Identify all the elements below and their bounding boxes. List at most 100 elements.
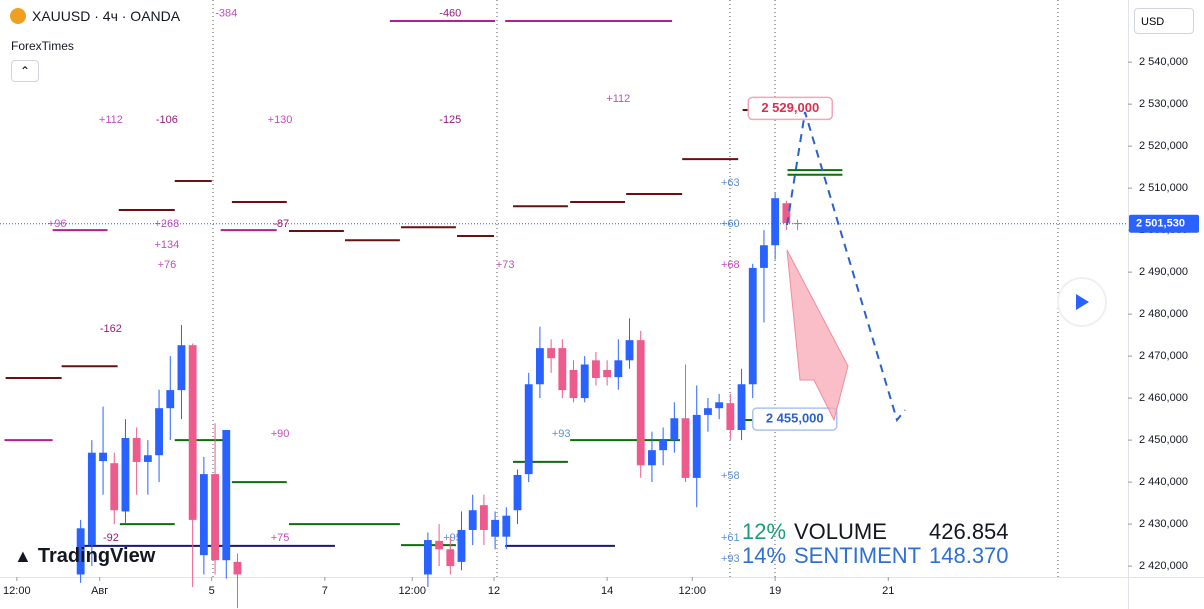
- candle-body: [166, 390, 175, 409]
- candle-body: [468, 510, 477, 530]
- candle-body: [155, 408, 163, 456]
- candle-body: [177, 345, 186, 391]
- currency-button[interactable]: USD: [1134, 8, 1194, 34]
- candle-body: [132, 437, 141, 462]
- candle-body: [670, 418, 679, 441]
- play-icon[interactable]: [1076, 294, 1089, 310]
- plot-layer: +112 -106 +130 -125+112+96 +268 -87+134+76-16…: [0, 7, 1128, 609]
- y-tick-label: 2 480,000: [1139, 308, 1188, 320]
- logo-mark: ▲: [14, 546, 32, 566]
- y-tick-label: 2 430,000: [1139, 518, 1188, 530]
- candle-body: [524, 384, 533, 475]
- candle-body: [659, 440, 668, 451]
- x-tick-label: Авг: [91, 585, 108, 597]
- candle-body: [110, 463, 119, 511]
- candle-body: [625, 340, 634, 361]
- candle-body: [737, 384, 746, 431]
- candle-body: [199, 474, 208, 556]
- level-label: -460: [439, 7, 461, 19]
- candle-body: [491, 519, 500, 537]
- candle-body: [121, 437, 130, 512]
- x-tick-label: 21: [882, 585, 894, 597]
- price-label: 2 529,000: [761, 100, 819, 115]
- level-label: -87: [273, 218, 289, 230]
- y-tick-label: 2 510,000: [1139, 182, 1188, 194]
- candle-body: [793, 222, 802, 224]
- level-label: +68: [721, 259, 740, 271]
- price-label-box: [747, 96, 834, 121]
- candle-body: [580, 364, 589, 399]
- x-tick-label: 19: [769, 585, 781, 597]
- candle-body: [692, 414, 701, 478]
- candle-body: [603, 369, 612, 378]
- level-label: -92: [103, 532, 119, 544]
- candle-body: [423, 540, 432, 575]
- collapse-button[interactable]: ⌃: [11, 60, 39, 82]
- level-label: -162: [100, 323, 122, 335]
- level-label: +134: [155, 239, 180, 251]
- candle-body: [771, 198, 780, 246]
- stat-row: 14% SENTIMENT 148.370: [742, 543, 1009, 569]
- candle-body: [513, 474, 522, 511]
- y-tick-label: 2 470,000: [1139, 350, 1188, 362]
- projection-arrow: [786, 249, 849, 422]
- author: ForexTimes: [11, 39, 74, 53]
- candle-body: [222, 430, 231, 561]
- level-label: +58: [721, 470, 740, 482]
- stat-name: VOLUME: [794, 519, 887, 544]
- candle-body: [233, 561, 242, 575]
- x-tick-label: 12:00: [678, 585, 706, 597]
- x-tick-label: 7: [322, 585, 328, 597]
- level-label: +73: [496, 259, 515, 271]
- candle-body: [592, 360, 600, 378]
- candle-body: [535, 348, 544, 385]
- candle-body: [782, 203, 791, 223]
- candle-body: [457, 529, 466, 562]
- last-price-label: 2 501,530: [1136, 218, 1185, 230]
- stat-row: 12% VOLUME 426.854: [742, 519, 1009, 545]
- y-tick-label: 2 440,000: [1139, 476, 1188, 488]
- candle-body: [479, 505, 488, 530]
- level-label: +268: [155, 218, 180, 230]
- candle-body: [614, 360, 623, 378]
- x-tick-label: 12:00: [398, 585, 426, 597]
- candle-body: [748, 267, 757, 385]
- level-label: +93: [552, 428, 571, 440]
- x-tick-label: 14: [601, 585, 613, 597]
- candle-body: [558, 348, 567, 391]
- stat-value: 426.854: [929, 519, 1009, 544]
- candle-body: [569, 369, 578, 399]
- symbol-row: XAUUSD · 4ч · OANDA: [10, 8, 180, 24]
- price-label-box: [751, 407, 838, 431]
- candle-body: [143, 455, 152, 462]
- last-price-tag: [1129, 214, 1199, 233]
- y-tick-label: 2 490,000: [1139, 266, 1188, 278]
- level-label: +60: [721, 218, 740, 230]
- y-tick-label: 2 420,000: [1139, 560, 1188, 572]
- candle-body: [636, 340, 645, 466]
- candle-body: [188, 345, 197, 520]
- session-lines: [212, 0, 1059, 577]
- candle-body: [87, 452, 96, 546]
- candle-body: [76, 528, 85, 575]
- candle-body: [446, 549, 455, 567]
- level-label: +63: [721, 177, 740, 189]
- y-tick-label: 2 540,000: [1139, 56, 1188, 68]
- level-label: +112: [99, 114, 123, 126]
- level-label: +90: [271, 428, 290, 440]
- candle-body: [726, 403, 735, 431]
- candle-body: [435, 540, 444, 550]
- stat-pct: 12%: [742, 519, 787, 544]
- level-label: +112: [606, 93, 630, 105]
- x-tick-label: 12:00: [3, 585, 31, 597]
- candle-body: [547, 348, 556, 359]
- candle-body: [648, 450, 656, 466]
- level-label: +95: [443, 532, 462, 544]
- y-tick-label: 2 530,000: [1139, 98, 1188, 110]
- level-label: -106: [156, 114, 178, 126]
- x-tick-label: 5: [209, 585, 215, 597]
- stat-pct: 14%: [742, 543, 787, 568]
